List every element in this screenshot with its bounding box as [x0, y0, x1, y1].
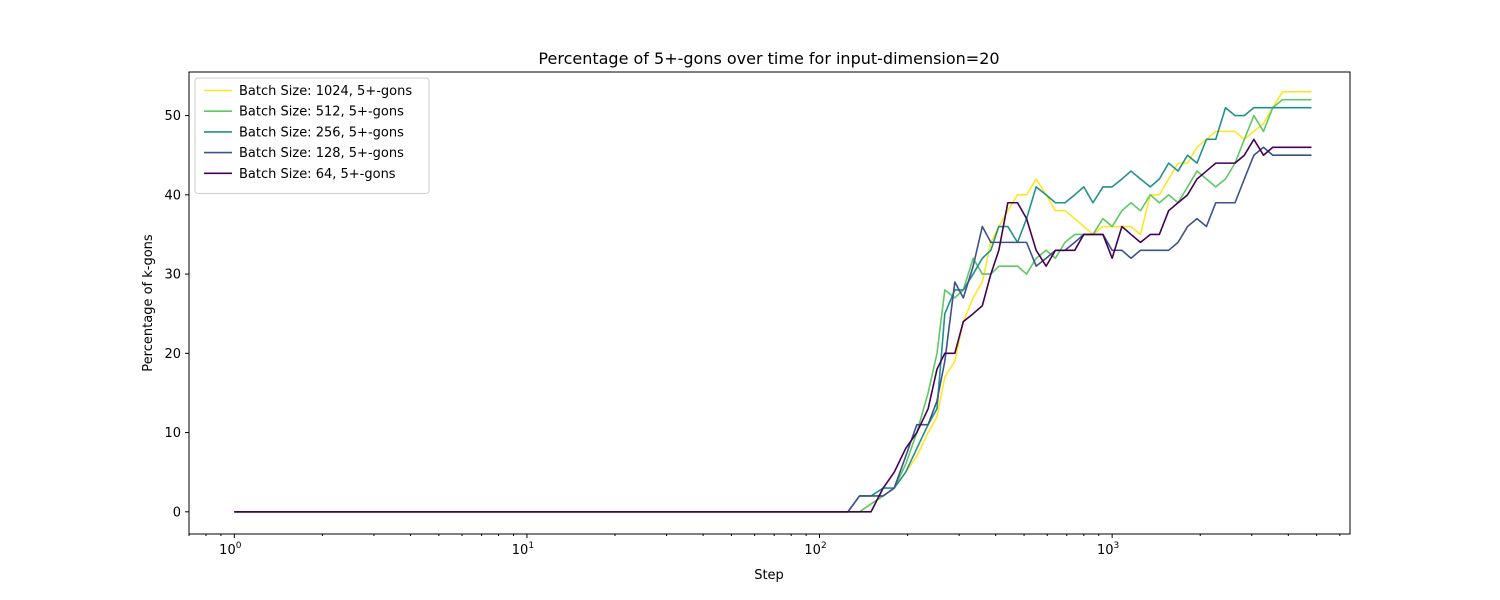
x-tick-label: 100	[219, 541, 242, 558]
y-axis: 0 10 20 30 40 50	[164, 109, 189, 520]
legend-label: Batch Size: 512, 5+-gons	[239, 105, 404, 120]
legend-label: Batch Size: 256, 5+-gons	[239, 125, 404, 140]
y-tick-label: 20	[164, 347, 181, 362]
y-tick-label: 10	[164, 426, 181, 441]
series-layer	[234, 91, 1312, 513]
series-line-0	[234, 91, 1312, 513]
legend: Batch Size: 1024, 5+-gons Batch Size: 512…	[194, 77, 430, 194]
y-axis-title: Percentage of k-gons	[141, 234, 156, 372]
series-line-3	[234, 146, 1312, 513]
y-tick-label: 30	[164, 268, 181, 283]
y-tick-label: 0	[173, 505, 181, 520]
series-line-4	[234, 138, 1312, 513]
legend-box	[194, 77, 430, 194]
legend-label: Batch Size: 1024, 5+-gons	[239, 84, 412, 99]
x-axis: 100 101 102 103	[188, 534, 1341, 558]
legend-label: Batch Size: 128, 5+-gons	[239, 146, 404, 161]
y-tick-label: 50	[164, 109, 181, 124]
plot-frame	[188, 71, 1351, 535]
x-axis-title: Step	[754, 568, 784, 583]
series-line-1	[234, 98, 1312, 513]
chart-title: Percentage of 5+-gons over time for inpu…	[538, 49, 999, 68]
x-tick-label: 102	[804, 541, 826, 558]
y-tick-label: 40	[164, 188, 181, 203]
legend-label: Batch Size: 64, 5+-gons	[239, 167, 396, 182]
x-tick-label: 101	[512, 541, 534, 558]
x-tick-label: 103	[1097, 541, 1119, 558]
